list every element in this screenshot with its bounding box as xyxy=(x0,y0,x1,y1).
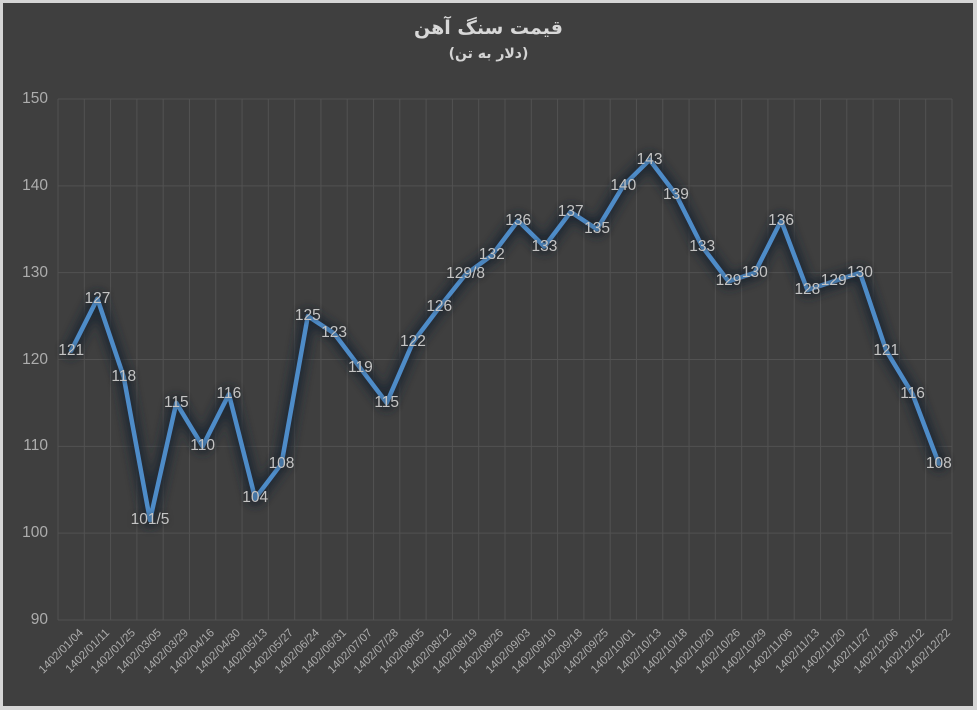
price-line xyxy=(68,157,942,523)
data-label: 108 xyxy=(925,454,952,472)
data-label: 123 xyxy=(321,324,348,342)
data-label: 140 xyxy=(610,176,637,194)
y-axis-tick-label: 110 xyxy=(23,437,48,455)
y-axis-tick-label: 90 xyxy=(30,611,48,628)
data-label: 115 xyxy=(374,393,400,411)
data-label: 126 xyxy=(426,298,453,316)
data-label: 136 xyxy=(505,211,532,229)
data-label: 130 xyxy=(741,263,768,281)
data-label: 136 xyxy=(768,211,795,229)
data-label: 129/8 xyxy=(446,265,485,283)
data-label: 116 xyxy=(900,385,925,403)
data-label: 110 xyxy=(190,437,215,455)
chart-title: قیمت سنگ آهن xyxy=(414,17,563,39)
data-label: 143 xyxy=(636,150,663,168)
data-label: 127 xyxy=(84,289,111,307)
data-label: 129 xyxy=(820,272,847,290)
data-label: 137 xyxy=(557,202,584,220)
data-label: 121 xyxy=(873,341,900,359)
data-label: 116 xyxy=(216,385,242,403)
data-label: 104 xyxy=(242,489,269,507)
data-label: 101/5 xyxy=(130,511,170,529)
data-label: 118 xyxy=(111,367,137,385)
data-label: 133 xyxy=(689,237,716,255)
data-label: 125 xyxy=(294,307,321,325)
data-label: 132 xyxy=(478,246,505,264)
y-axis-tick-label: 120 xyxy=(22,350,48,368)
y-axis-tick-label: 150 xyxy=(22,90,48,107)
data-label: 108 xyxy=(268,454,295,472)
data-label: 130 xyxy=(847,263,873,281)
chart-frame[interactable] xyxy=(3,3,973,706)
data-label: 129 xyxy=(715,272,742,290)
data-label: 133 xyxy=(531,237,558,255)
y-axis-tick-label: 100 xyxy=(22,524,48,542)
y-axis-tick-label: 130 xyxy=(22,263,48,281)
data-label: 121 xyxy=(58,341,85,359)
chart-subtitle: (دلار به تن) xyxy=(448,46,529,62)
data-label: 139 xyxy=(662,185,689,203)
data-label: 122 xyxy=(400,333,426,351)
y-axis-tick-label: 140 xyxy=(22,176,48,194)
gridlines xyxy=(57,98,953,621)
data-label: 115 xyxy=(163,393,189,411)
data-label: 135 xyxy=(584,220,610,238)
data-label: 128 xyxy=(794,281,821,299)
data-label: 119 xyxy=(348,359,373,377)
